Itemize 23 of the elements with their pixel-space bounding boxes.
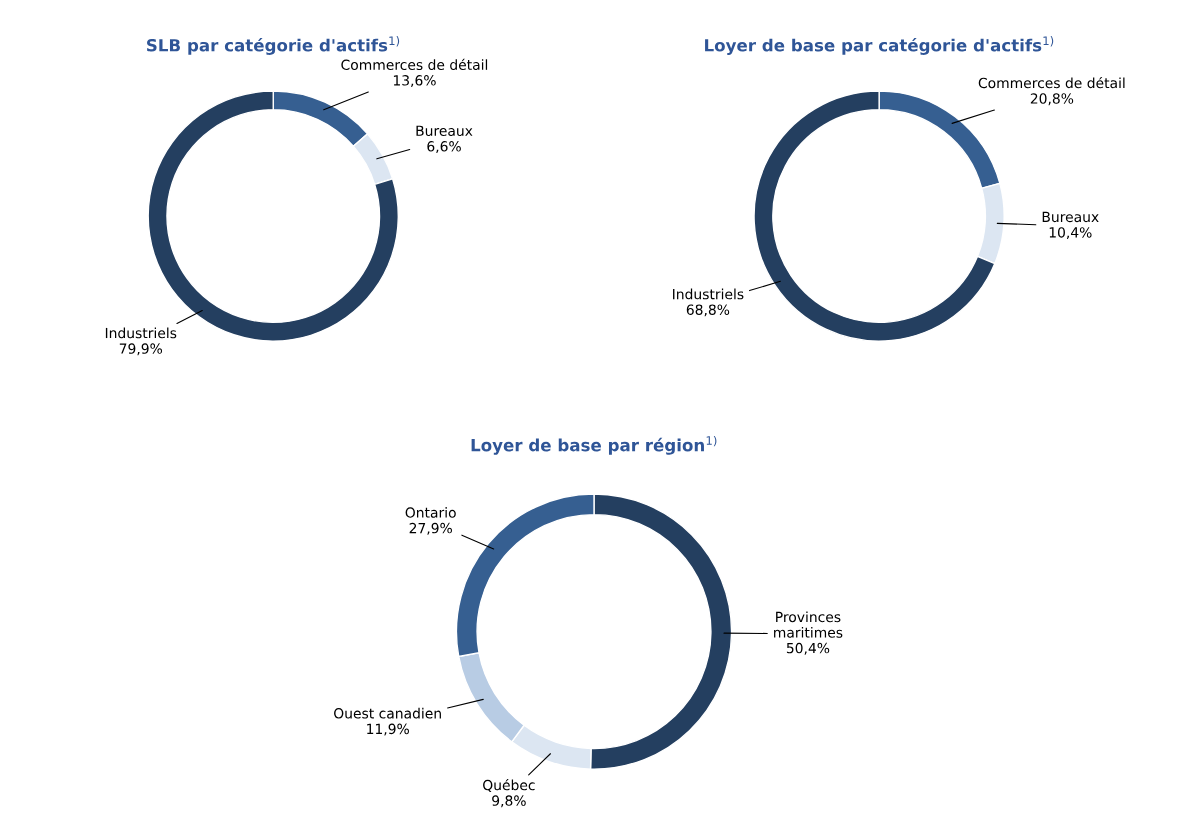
data-label: 20,8% [1030, 93, 1074, 106]
slice-label: Bureaux [1042, 211, 1099, 223]
slice-label: Ouest canadien [334, 707, 441, 719]
data-label: 13,6% [393, 75, 436, 87]
slice-label: Commerces de détail [341, 58, 488, 71]
data-label: 10,4% [1049, 227, 1092, 240]
slice-label: Ontario [405, 507, 456, 518]
slice-label: Provinces maritimes [774, 611, 843, 638]
data-label: 68,8% [686, 304, 730, 317]
slice-label: Québec [483, 779, 535, 792]
data-label: 6,6% [427, 141, 461, 153]
data-label: 79,9% [119, 343, 163, 356]
data-label: 27,9% [409, 522, 452, 535]
chart-title: Loyer de base par région$^{1)}$ [471, 435, 717, 455]
slice-label: Industriels [105, 327, 177, 339]
data-label: 11,9% [367, 723, 409, 736]
slice-label: Industriels [673, 288, 744, 300]
slice-label: Bureaux [416, 125, 473, 136]
slice-label: Commerces de détail [978, 76, 1125, 89]
chart-title: Loyer de base par catégorie d'actifs$^{1)}$ [705, 36, 1054, 55]
data-label: 50,4% [786, 642, 830, 655]
data-label: 9,8% [492, 795, 526, 808]
chart-title: SLB par catégorie d'actifs$^{1)}$ [147, 36, 400, 55]
